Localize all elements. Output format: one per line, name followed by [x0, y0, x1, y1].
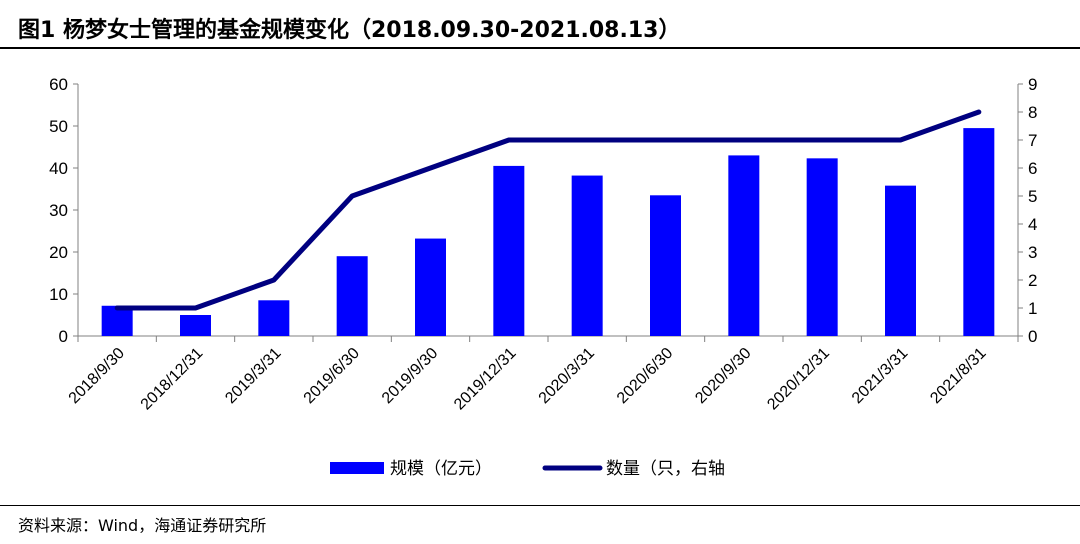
bar-2021/8/31	[963, 128, 995, 336]
x-tick-label: 2019/6/30	[301, 345, 363, 407]
bar-2020/9/30	[728, 155, 760, 336]
legend-bar-swatch	[330, 462, 384, 474]
y-right-tick-label: 7	[1028, 131, 1037, 150]
y-left-tick-label: 20	[49, 243, 68, 262]
bar-2020/3/31	[571, 175, 603, 336]
x-tick-label: 2020/12/31	[764, 345, 833, 414]
y-right-tick-label: 2	[1028, 271, 1037, 290]
y-right-tick-label: 8	[1028, 103, 1037, 122]
bar-2019/3/31	[258, 300, 290, 336]
x-tick-label: 2020/3/31	[536, 345, 598, 407]
bar-2020/12/31	[806, 158, 838, 336]
line-series-count	[114, 109, 982, 311]
legend-line-label: 数量（只，右轴	[606, 459, 725, 478]
x-tick-label: 2018/9/30	[66, 345, 128, 407]
combo-chart: 0 10 20 30 40 50 60 0 1 2 3 4 5 6 7 8 9 2018/9/30 2018/12/…	[49, 75, 1037, 478]
x-tick-label: 2019/3/31	[222, 345, 284, 407]
y-right-tick-label: 3	[1028, 243, 1037, 262]
figure-title: 图1 杨梦女士管理的基金规模变化（2018.09.30-2021.08.13）	[18, 18, 681, 43]
x-tick-label: 2020/6/30	[614, 345, 676, 407]
y-left-tick-label: 50	[49, 117, 68, 136]
bar-2019/9/30	[415, 238, 446, 336]
legend-bar-label: 规模（亿元）	[390, 459, 492, 478]
bar-2018/9/30	[101, 305, 133, 336]
bar-2019/6/30	[336, 256, 368, 336]
x-tick-label: 2021/8/31	[927, 345, 989, 407]
source-note: 资料来源：Wind，海通证券研究所	[18, 516, 267, 535]
y-right-tick-label: 6	[1028, 159, 1037, 178]
title-bar: 图1 杨梦女士管理的基金规模变化（2018.09.30-2021.08.13）	[0, 0, 1080, 50]
title-divider	[0, 47, 1080, 49]
x-tick-label: 2019/9/30	[379, 345, 441, 407]
y-left-tick-label: 40	[49, 159, 68, 178]
bar-2019/12/31	[493, 165, 525, 336]
y-left-tick-label: 0	[59, 327, 68, 346]
y-right-tick-label: 5	[1028, 187, 1037, 206]
x-tick-label: 2021/3/31	[849, 345, 911, 407]
y-right-tick-label: 9	[1028, 75, 1037, 94]
chart-area: 0 10 20 30 40 50 60 0 1 2 3 4 5 6 7 8 9 2018/9/30 2018/12/…	[0, 60, 1080, 500]
y-left-tick-label: 10	[49, 285, 68, 304]
bar-2020/6/30	[650, 195, 681, 336]
x-tick-label: 2019/12/31	[451, 345, 520, 414]
y-right-tick-label: 4	[1028, 215, 1037, 234]
y-right-tick-label: 1	[1028, 299, 1037, 318]
y-left-tick-label: 60	[49, 75, 68, 94]
y-left-tick-label: 30	[49, 201, 68, 220]
x-tick-label: 2020/9/30	[692, 345, 754, 407]
bar-2021/3/31	[885, 185, 916, 336]
bar-2018/12/31	[180, 315, 211, 336]
y-right-tick-label: 0	[1028, 327, 1037, 346]
source-divider	[0, 505, 1080, 506]
x-tick-label: 2018/12/31	[138, 345, 207, 414]
